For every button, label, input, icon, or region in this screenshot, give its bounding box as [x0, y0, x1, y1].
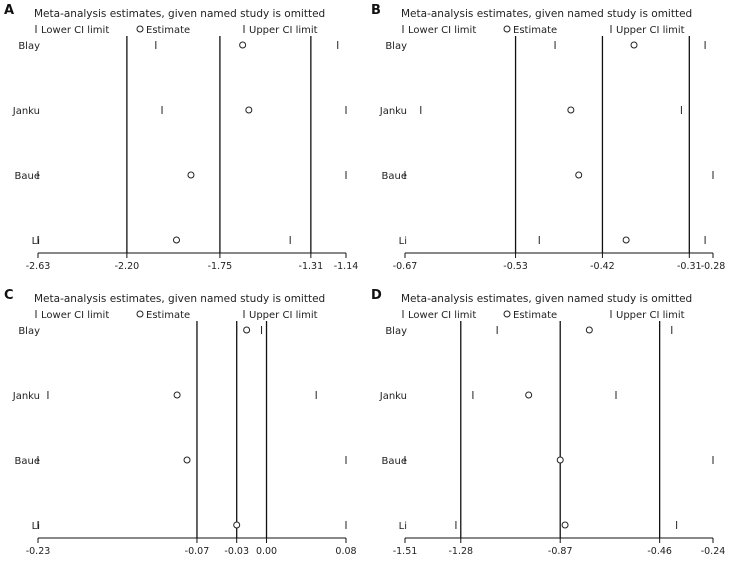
x-tick-label: -0.23 — [26, 546, 51, 557]
estimate-marker — [585, 326, 593, 334]
estimate-marker — [243, 326, 251, 334]
panel-a: A Meta-analysis estimates, given named st… — [4, 3, 359, 272]
study-label: Li — [32, 236, 40, 247]
x-tick-label: -2.20 — [115, 261, 140, 272]
x-tick-label: -0.28 — [701, 261, 726, 272]
estimate-marker — [239, 41, 247, 49]
x-tick-label: -1.31 — [299, 261, 324, 272]
legend-upper-label: Upper CI limit — [616, 25, 685, 36]
x-tick-label: -0.67 — [393, 261, 418, 272]
estimate-marker — [622, 236, 630, 244]
legend: Lower CI limit Estimate Upper CI limit — [402, 25, 685, 36]
legend-estimate-marker — [136, 310, 144, 318]
legend-estimate-label: Estimate — [146, 310, 190, 321]
x-tick-label: 0.08 — [335, 546, 356, 557]
panel-d: D Meta-analysis estimates, given named st… — [371, 288, 726, 557]
x-tick-label: 0.00 — [256, 546, 277, 557]
estimate-marker — [245, 106, 253, 114]
estimate-marker — [556, 456, 564, 464]
estimate-marker — [187, 171, 195, 179]
legend-estimate-label: Estimate — [513, 25, 557, 36]
legend: Lower CI limit Estimate Upper CI limit — [402, 310, 685, 321]
panel-b: B Meta-analysis estimates, given named st… — [371, 3, 726, 272]
legend-estimate-label: Estimate — [513, 310, 557, 321]
legend-estimate-label: Estimate — [146, 25, 190, 36]
study-label: Janku — [12, 106, 40, 117]
estimate-marker — [630, 41, 638, 49]
panel-title: Meta-analysis estimates, given named stu… — [401, 293, 692, 305]
panel-letter: C — [4, 288, 14, 303]
panel-letter: A — [4, 3, 14, 18]
study-label: Blay — [18, 326, 40, 337]
panel-letter: B — [371, 3, 381, 18]
x-tick-label: -0.07 — [185, 546, 210, 557]
x-tick-label: -1.14 — [334, 261, 359, 272]
x-tick-label: -2.63 — [26, 261, 51, 272]
panel-title: Meta-analysis estimates, given named stu… — [34, 293, 325, 305]
estimate-marker — [172, 236, 180, 244]
estimate-marker — [575, 171, 583, 179]
study-label: Baue — [382, 456, 407, 467]
x-tick-label: -1.51 — [393, 546, 418, 557]
x-tick-label: -0.46 — [647, 546, 672, 557]
panel-letter: D — [371, 288, 382, 303]
x-tick-label: -0.87 — [548, 546, 573, 557]
x-tick-label: -1.28 — [448, 546, 473, 557]
panel-c: C Meta-analysis estimates, given named st… — [4, 288, 357, 557]
panel-title: Meta-analysis estimates, given named stu… — [401, 8, 692, 20]
legend-estimate-marker — [503, 310, 511, 318]
x-tick-label: -0.42 — [590, 261, 615, 272]
legend-upper-label: Upper CI limit — [249, 310, 318, 321]
estimate-marker — [233, 521, 241, 529]
legend-estimate-marker — [136, 25, 144, 33]
study-label: Blay — [385, 41, 407, 52]
study-label: Blay — [18, 41, 40, 52]
legend-lower-label: Lower CI limit — [41, 25, 109, 36]
study-label: Baue — [15, 171, 40, 182]
legend-lower-label: Lower CI limit — [408, 310, 476, 321]
estimate-marker — [525, 391, 533, 399]
legend-upper-label: Upper CI limit — [616, 310, 685, 321]
legend-upper-label: Upper CI limit — [249, 25, 318, 36]
x-tick-label: -0.24 — [701, 546, 726, 557]
study-label: Baue — [382, 171, 407, 182]
panel-title: Meta-analysis estimates, given named stu… — [34, 8, 325, 20]
study-label: Li — [32, 521, 40, 532]
study-label: Li — [399, 236, 407, 247]
x-tick-label: -0.53 — [503, 261, 528, 272]
study-label: Janku — [12, 391, 40, 402]
estimate-marker — [183, 456, 191, 464]
study-label: Janku — [379, 106, 407, 117]
study-label: Blay — [385, 326, 407, 337]
estimate-marker — [561, 521, 569, 529]
x-tick-label: -1.75 — [208, 261, 233, 272]
study-label: Janku — [379, 391, 407, 402]
x-tick-label: -0.31 — [677, 261, 702, 272]
estimate-marker — [173, 391, 181, 399]
legend: Lower CI limit Estimate Upper CI limit — [35, 25, 318, 36]
legend-lower-label: Lower CI limit — [408, 25, 476, 36]
legend: Lower CI limit Estimate Upper CI limit — [35, 310, 318, 321]
legend-lower-label: Lower CI limit — [41, 310, 109, 321]
study-label: Baue — [15, 456, 40, 467]
x-tick-label: -0.03 — [224, 546, 249, 557]
study-label: Li — [399, 521, 407, 532]
estimate-marker — [567, 106, 575, 114]
legend-estimate-marker — [503, 25, 511, 33]
